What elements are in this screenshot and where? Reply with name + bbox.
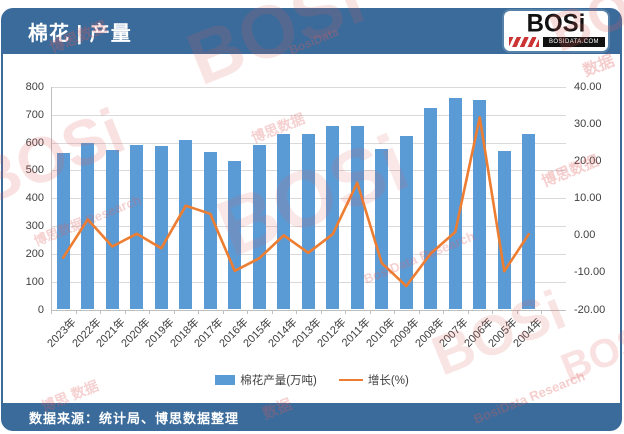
x-axis-tick: [124, 310, 126, 314]
bar-2012年: [326, 125, 340, 310]
growth-line-series: [61, 116, 531, 288]
bar-2013年: [301, 134, 315, 310]
legend-label-production: 棉花产量(万吨): [240, 375, 317, 387]
x-axis-tick: [222, 310, 224, 314]
left-axis-tick-label: 500: [25, 164, 44, 177]
x-axis-tick: [369, 310, 371, 314]
bar-2020年: [130, 145, 144, 310]
x-axis-tick: [516, 310, 518, 314]
bar-2015年: [252, 145, 266, 310]
right-axis-tick-label: -20.00: [574, 303, 606, 316]
bar-2009年: [399, 136, 413, 310]
bosi-logo-stripes-icon: [509, 37, 539, 47]
right-axis-tick-label: 0.00: [574, 229, 596, 242]
gridline: [51, 87, 566, 88]
bar-2007年: [448, 98, 462, 310]
x-axis-tick: [173, 310, 175, 314]
left-axis-tick-label: 800: [25, 81, 44, 93]
data-source-text: 数据来源：统计局、博思数据整理: [29, 410, 240, 426]
bar-2016年: [228, 160, 242, 310]
x-axis-tick: [247, 310, 248, 314]
x-axis-tick: [320, 310, 322, 314]
legend: 棉花产量(万吨) 增长(%): [0, 372, 624, 388]
bar-swatch-icon: [215, 375, 236, 385]
x-axis-tick: [492, 310, 493, 314]
left-axis-tick-label: 0: [37, 303, 44, 316]
gridline: [51, 114, 566, 116]
left-axis-tick-label: 300: [25, 220, 44, 233]
x-axis-tick: [149, 310, 150, 314]
bar-2019年: [154, 145, 168, 310]
bar-2006年: [473, 99, 487, 310]
left-axis-tick-label: 200: [25, 247, 44, 260]
left-axis-tick-label: 600: [25, 136, 44, 149]
x-axis-tick: [467, 310, 469, 314]
y-axis-line: [51, 87, 52, 310]
right-axis-tick-label: -10.00: [574, 266, 606, 279]
header: 棉花 | 产量 BOSi BOSIDATA.COM: [1, 8, 622, 54]
bar-2018年: [179, 139, 193, 310]
x-axis-tick: [394, 310, 395, 314]
right-axis-tick-label: 40.00: [574, 81, 602, 93]
x-axis-tick: [100, 310, 101, 314]
right-axis-tick-label: 30.00: [574, 118, 602, 131]
right-axis-tick-label: 20.00: [574, 155, 602, 168]
bosi-logo[interactable]: BOSi BOSIDATA.COM: [504, 11, 608, 51]
x-axis-tick: [271, 310, 273, 314]
x-axis-tick: [443, 310, 444, 314]
bar-2004年: [522, 133, 536, 310]
bosi-logo-text: BOSi: [526, 11, 586, 38]
footer: 数据来源：统计局、博思数据整理: [1, 403, 622, 431]
bar-2022年: [81, 143, 95, 310]
legend-item-production: 棉花产量(万吨): [215, 372, 317, 388]
bar-2023年: [56, 153, 70, 310]
bar-2021年: [105, 150, 119, 310]
x-axis-tick: [296, 310, 297, 314]
left-axis-tick-label: 400: [25, 192, 44, 205]
legend-item-growth: 增长(%): [338, 372, 409, 388]
left-axis-tick-label: 100: [25, 275, 44, 288]
page-title: 棉花 | 产量: [28, 22, 132, 45]
x-axis-tick: [75, 310, 77, 314]
bar-2011年: [350, 126, 364, 310]
x-axis-tick: [198, 310, 199, 314]
x-axis-line: [51, 309, 566, 311]
bosi-logo-domain: BOSIDATA.COM: [543, 37, 605, 47]
bar-2014年: [277, 134, 291, 310]
x-axis-tick: [345, 310, 346, 314]
right-axis-tick-label: 10.00: [574, 192, 602, 205]
x-axis-tick: [541, 310, 542, 314]
bar-2005年: [497, 150, 511, 310]
line-swatch-icon: [338, 378, 363, 382]
growth-line: [61, 116, 531, 288]
x-axis-tick: [418, 310, 420, 314]
left-axis-tick-label: 700: [25, 108, 44, 121]
bar-2017年: [203, 152, 217, 310]
bar-2010年: [375, 149, 389, 310]
x-axis-tick: [51, 310, 52, 314]
chart-plot-area: 0 100 200 300 400 500 600 700 800 -20.00 -10.00 0.0…: [0, 54, 624, 374]
legend-label-growth: 增长(%): [367, 375, 409, 387]
